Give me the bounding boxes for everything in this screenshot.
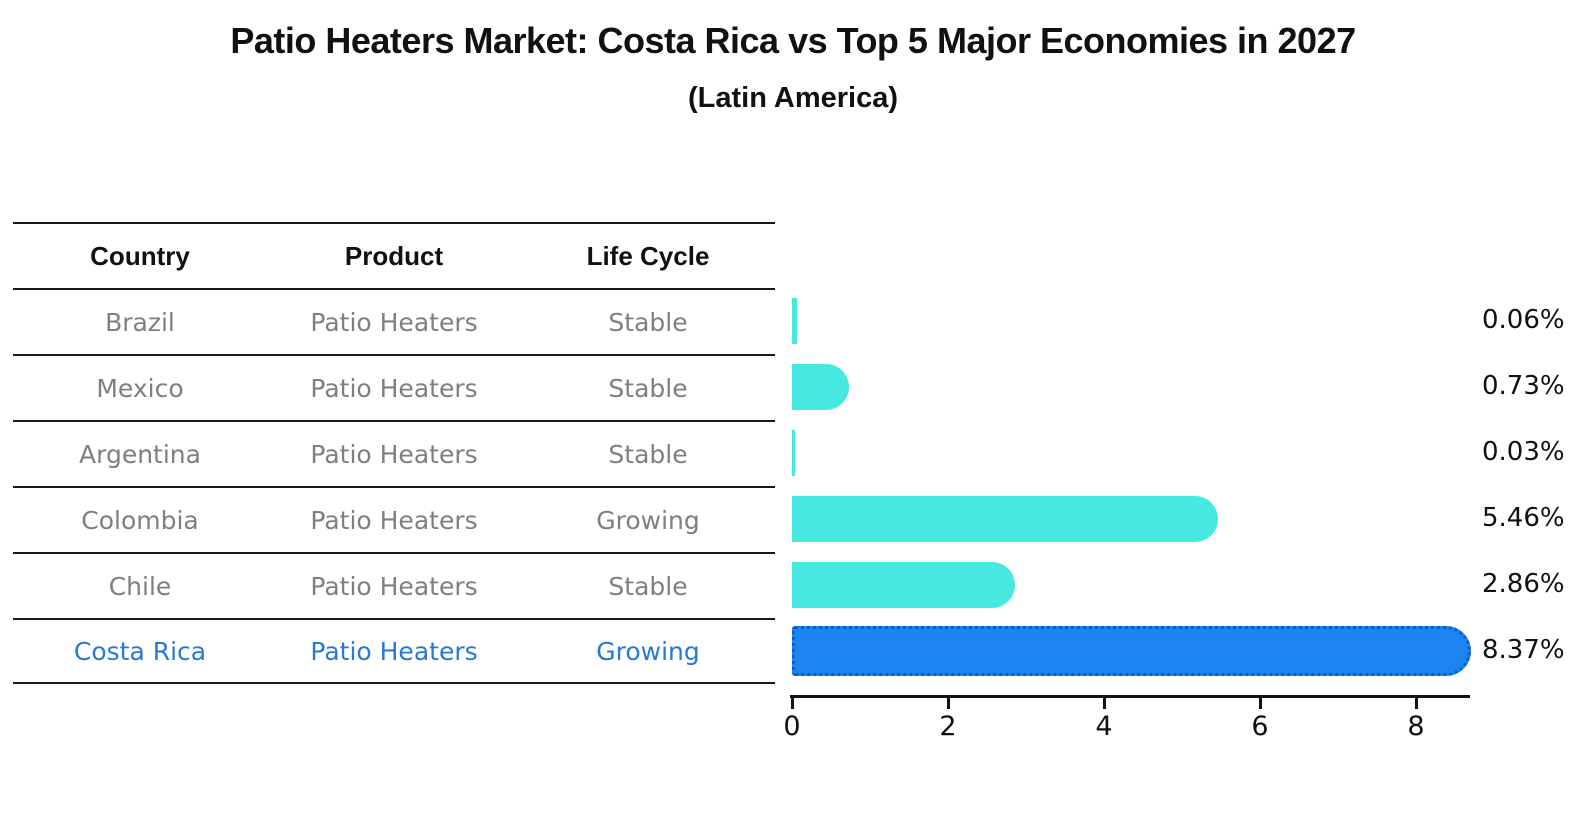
column-header-country: Country xyxy=(90,240,190,271)
value-label-brazil: 0.06% xyxy=(1482,305,1565,335)
x-axis-tick-label: 8 xyxy=(1407,711,1425,742)
table-row-costa-rica: Costa Rica Patio Heaters Growing xyxy=(13,618,775,684)
column-header-product: Product xyxy=(344,240,444,271)
value-label-costa-rica: 8.37% xyxy=(1482,635,1565,665)
life-cycle-cell: Stable xyxy=(608,373,688,403)
bar-mexico xyxy=(792,364,849,410)
table-row-colombia: Colombia Patio Heaters Growing xyxy=(13,486,775,552)
value-label-chile: 2.86% xyxy=(1482,569,1565,599)
x-axis-tickmark xyxy=(1103,698,1106,709)
product-cell: Patio Heaters xyxy=(310,307,478,337)
x-axis-line xyxy=(790,695,1470,698)
bar-argentina xyxy=(792,430,795,476)
life-cycle-cell: Stable xyxy=(608,307,688,337)
bar-brazil xyxy=(792,298,797,344)
x-axis-tick-label: 6 xyxy=(1251,711,1269,742)
chart-subtitle: (Latin America) xyxy=(687,82,899,114)
column-header-life-cycle: Life Cycle xyxy=(586,240,710,271)
bar-chile xyxy=(792,562,1016,608)
life-cycle-cell: Growing xyxy=(596,505,700,535)
life-cycle-cell: Stable xyxy=(608,439,688,469)
product-cell: Patio Heaters xyxy=(310,439,478,469)
table-header-row: Country Product Life Cycle xyxy=(13,222,775,288)
country-cell: Argentina xyxy=(79,439,201,469)
product-cell: Patio Heaters xyxy=(310,571,478,601)
x-axis-tick-label: 2 xyxy=(939,711,957,742)
bar-costa-rica xyxy=(792,626,1471,676)
country-cell: Costa Rica xyxy=(73,636,207,666)
table-row-argentina: Argentina Patio Heaters Stable xyxy=(13,420,775,486)
product-cell: Patio Heaters xyxy=(310,505,478,535)
value-label-mexico: 0.73% xyxy=(1482,371,1565,401)
table-row-brazil: Brazil Patio Heaters Stable xyxy=(13,288,775,354)
table-row-mexico: Mexico Patio Heaters Stable xyxy=(13,354,775,420)
value-label-colombia: 5.46% xyxy=(1482,503,1565,533)
x-axis-tickmark xyxy=(1259,698,1262,709)
product-cell: Patio Heaters xyxy=(310,373,478,403)
bar-colombia xyxy=(792,496,1218,542)
country-cell: Brazil xyxy=(105,307,175,337)
chart-title: Patio Heaters Market: Costa Rica vs Top … xyxy=(230,20,1356,61)
x-axis-tick-label: 4 xyxy=(1095,711,1113,742)
life-cycle-cell: Stable xyxy=(608,571,688,601)
country-cell: Mexico xyxy=(96,373,184,403)
country-cell: Colombia xyxy=(81,505,199,535)
x-axis-tickmark xyxy=(791,698,794,709)
life-cycle-cell: Growing xyxy=(596,636,700,666)
country-table: Country Product Life Cycle Brazil Patio … xyxy=(13,222,775,684)
x-axis-tick-label: 0 xyxy=(783,711,801,742)
value-label-argentina: 0.03% xyxy=(1482,437,1565,467)
product-cell: Patio Heaters xyxy=(310,636,478,666)
x-axis-tickmark xyxy=(947,698,950,709)
table-row-chile: Chile Patio Heaters Stable xyxy=(13,552,775,618)
x-axis-tickmark xyxy=(1415,698,1418,709)
country-cell: Chile xyxy=(108,571,172,601)
